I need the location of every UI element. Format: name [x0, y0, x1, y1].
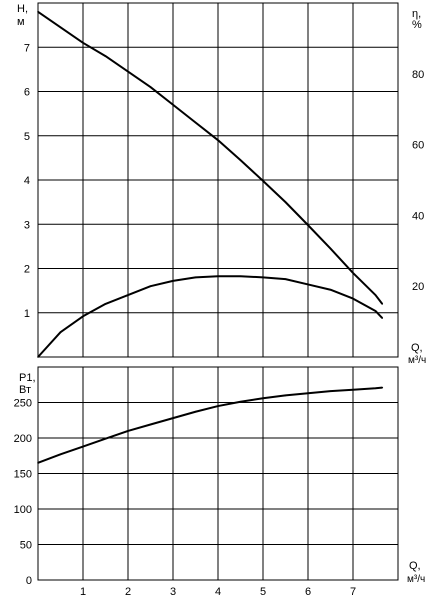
head-point: [381, 303, 384, 305]
head-point: [37, 11, 39, 13]
bottom-x-tick-label: 7: [350, 586, 356, 598]
power-point: [37, 462, 39, 464]
efficiency-curve: [37, 275, 383, 358]
head-point: [262, 180, 264, 182]
head-point: [82, 42, 84, 44]
head-curve: [37, 11, 384, 305]
efficiency-point: [239, 275, 242, 278]
bottom-y-tick-label: 250: [14, 398, 32, 410]
bottom-x-axis-label-unit: м³/ч: [407, 574, 425, 585]
head-point: [239, 159, 242, 161]
power-point: [149, 423, 152, 426]
bottom-x-tick-label: 1: [80, 586, 86, 598]
power-point: [239, 400, 242, 403]
bottom-x-axis-label-name: Q,: [409, 560, 421, 572]
head-point: [149, 86, 152, 88]
efficiency-point: [381, 317, 384, 319]
efficiency-point: [217, 275, 219, 278]
efficiency-point: [374, 310, 377, 312]
bottom-y-tick-label: 50: [20, 540, 32, 552]
efficiency-point: [329, 288, 332, 291]
head-point: [329, 247, 332, 250]
bottom-x-tick-label: 3: [170, 586, 176, 598]
efficiency-point: [307, 283, 309, 286]
top-y2-axis-label-name: η,: [412, 8, 421, 20]
top-y-axis-label-unit: м: [17, 16, 25, 28]
bottom-y-tick-label: 100: [14, 504, 32, 516]
power-point: [352, 388, 354, 391]
head-point: [352, 272, 354, 274]
efficiency-point: [194, 276, 197, 279]
efficiency-point: [104, 303, 107, 305]
power-point: [381, 386, 384, 389]
top-y-tick-label: 1: [24, 308, 30, 320]
power-point: [172, 417, 174, 419]
bottom-y-axis-label-unit: Вт: [19, 384, 31, 396]
top-y2-axis-label-unit: %: [412, 19, 422, 31]
power-point: [59, 453, 62, 456]
power-point: [82, 445, 84, 448]
head-point: [284, 201, 287, 203]
efficiency-point: [37, 356, 39, 358]
efficiency-point: [172, 280, 174, 282]
top-x-axis-label-name: Q,: [411, 342, 423, 354]
head-point: [59, 26, 62, 29]
efficiency-point: [352, 297, 354, 300]
top-y-tick-label: 2: [24, 264, 30, 276]
bottom-x-tick-label: 6: [305, 586, 311, 598]
top-y2-tick-label: 20: [412, 281, 424, 293]
top-y-tick-label: 6: [24, 87, 30, 99]
efficiency-point: [284, 278, 287, 280]
bottom-x-tick-label: 2: [125, 586, 131, 598]
head-point: [307, 224, 309, 226]
efficiency-point: [59, 331, 62, 334]
power-point: [374, 387, 377, 390]
top-x-axis-label-unit: м³/ч: [408, 355, 426, 366]
power-point: [104, 437, 107, 440]
efficiency-point: [149, 285, 152, 288]
bottom-y-tick-label: 150: [14, 469, 32, 481]
power-point: [127, 430, 129, 432]
bottom-y-tick-label: 0: [26, 575, 32, 587]
power-point: [217, 405, 219, 407]
top-y-tick-label: 5: [24, 131, 30, 143]
bottom-x-tick-label: 4: [215, 586, 221, 598]
top-y-tick-label: 3: [24, 219, 30, 231]
power-point: [262, 397, 264, 400]
head-point: [104, 55, 107, 57]
power-point: [284, 394, 287, 397]
efficiency-point: [82, 315, 84, 318]
efficiency-point: [127, 294, 129, 296]
bottom-y-axis-label-name: P1,: [19, 372, 36, 384]
head-point: [194, 121, 197, 124]
top-y-tick-label: 4: [24, 175, 30, 187]
head-point: [127, 70, 129, 73]
power-point: [329, 390, 332, 392]
top-y2-tick-label: 60: [412, 140, 424, 152]
efficiency-point: [262, 276, 264, 279]
power-point: [307, 392, 309, 395]
head-point: [217, 139, 219, 141]
top-y2-tick-label: 40: [412, 210, 424, 222]
power-point: [194, 410, 197, 413]
top-y-tick-label: 7: [24, 42, 30, 54]
top-y2-tick-label: 80: [412, 69, 424, 81]
bottom-y-tick-label: 200: [14, 433, 32, 445]
head-point: [374, 294, 377, 296]
head-point: [172, 103, 174, 106]
top-y-axis-label-name: H,: [17, 3, 28, 15]
bottom-x-tick-label: 5: [260, 586, 266, 598]
power-curve: [37, 386, 383, 464]
